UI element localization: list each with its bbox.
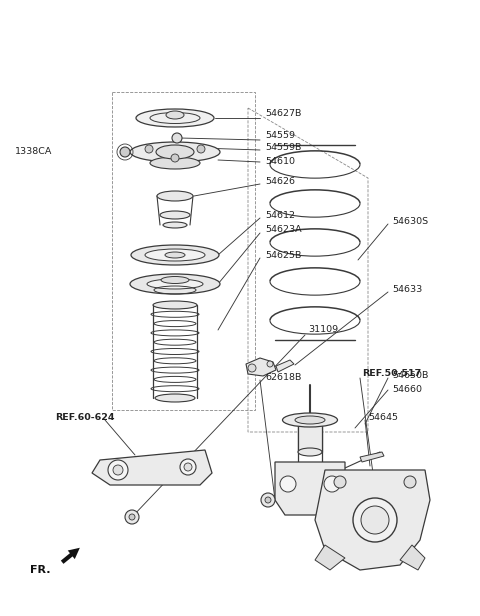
- Polygon shape: [276, 360, 294, 372]
- Text: 54559B: 54559B: [265, 144, 301, 153]
- Ellipse shape: [147, 279, 203, 289]
- Circle shape: [129, 514, 135, 520]
- Text: 54559: 54559: [265, 131, 295, 140]
- Circle shape: [113, 465, 123, 475]
- Text: 1338CA: 1338CA: [15, 147, 52, 156]
- Polygon shape: [246, 358, 276, 376]
- Ellipse shape: [165, 252, 185, 258]
- Circle shape: [180, 459, 196, 475]
- Text: 54645: 54645: [368, 413, 398, 423]
- Text: 54630S: 54630S: [392, 217, 428, 227]
- Text: REF.60-624: REF.60-624: [55, 413, 115, 421]
- Ellipse shape: [156, 145, 194, 159]
- Text: 54660: 54660: [392, 386, 422, 394]
- Circle shape: [184, 463, 192, 471]
- Text: 31109: 31109: [308, 325, 338, 334]
- Polygon shape: [315, 470, 430, 570]
- Text: 54623A: 54623A: [265, 225, 301, 235]
- Circle shape: [267, 361, 273, 367]
- Ellipse shape: [150, 157, 200, 169]
- Ellipse shape: [298, 448, 322, 456]
- Text: 54650B: 54650B: [392, 370, 428, 379]
- Circle shape: [145, 145, 153, 153]
- Ellipse shape: [130, 274, 220, 294]
- Text: REF.50-517: REF.50-517: [362, 370, 421, 378]
- Text: 54626: 54626: [265, 177, 295, 187]
- Circle shape: [361, 506, 389, 534]
- Ellipse shape: [295, 416, 325, 424]
- Circle shape: [120, 147, 130, 157]
- Text: FR.: FR.: [30, 565, 50, 575]
- Ellipse shape: [166, 111, 184, 119]
- Circle shape: [125, 510, 139, 524]
- Circle shape: [171, 154, 179, 162]
- Circle shape: [324, 476, 340, 492]
- Text: 54612: 54612: [265, 211, 295, 219]
- Circle shape: [261, 493, 275, 507]
- Ellipse shape: [160, 211, 190, 219]
- Ellipse shape: [163, 222, 187, 228]
- Text: 54627B: 54627B: [265, 110, 301, 118]
- Polygon shape: [275, 462, 345, 515]
- Ellipse shape: [145, 249, 205, 261]
- Circle shape: [248, 364, 256, 372]
- Polygon shape: [360, 452, 384, 462]
- Circle shape: [197, 145, 205, 153]
- Text: 54625B: 54625B: [265, 251, 301, 259]
- Circle shape: [404, 476, 416, 488]
- FancyArrowPatch shape: [61, 548, 80, 564]
- Ellipse shape: [153, 301, 197, 309]
- Ellipse shape: [136, 109, 214, 127]
- Text: 54610: 54610: [265, 158, 295, 166]
- Ellipse shape: [131, 245, 219, 265]
- Text: 62618B: 62618B: [265, 373, 301, 383]
- Circle shape: [353, 498, 397, 542]
- Circle shape: [334, 476, 346, 488]
- Ellipse shape: [283, 413, 337, 427]
- Circle shape: [172, 133, 182, 143]
- Ellipse shape: [130, 142, 220, 162]
- Circle shape: [280, 476, 296, 492]
- Ellipse shape: [161, 277, 189, 283]
- Text: 54633: 54633: [392, 285, 422, 294]
- Bar: [298, 420, 322, 452]
- Circle shape: [108, 460, 128, 480]
- Ellipse shape: [157, 191, 193, 201]
- Circle shape: [265, 497, 271, 503]
- Ellipse shape: [155, 394, 195, 402]
- Bar: [112, 92, 255, 410]
- Polygon shape: [315, 545, 345, 570]
- Polygon shape: [92, 450, 212, 485]
- Polygon shape: [400, 545, 425, 570]
